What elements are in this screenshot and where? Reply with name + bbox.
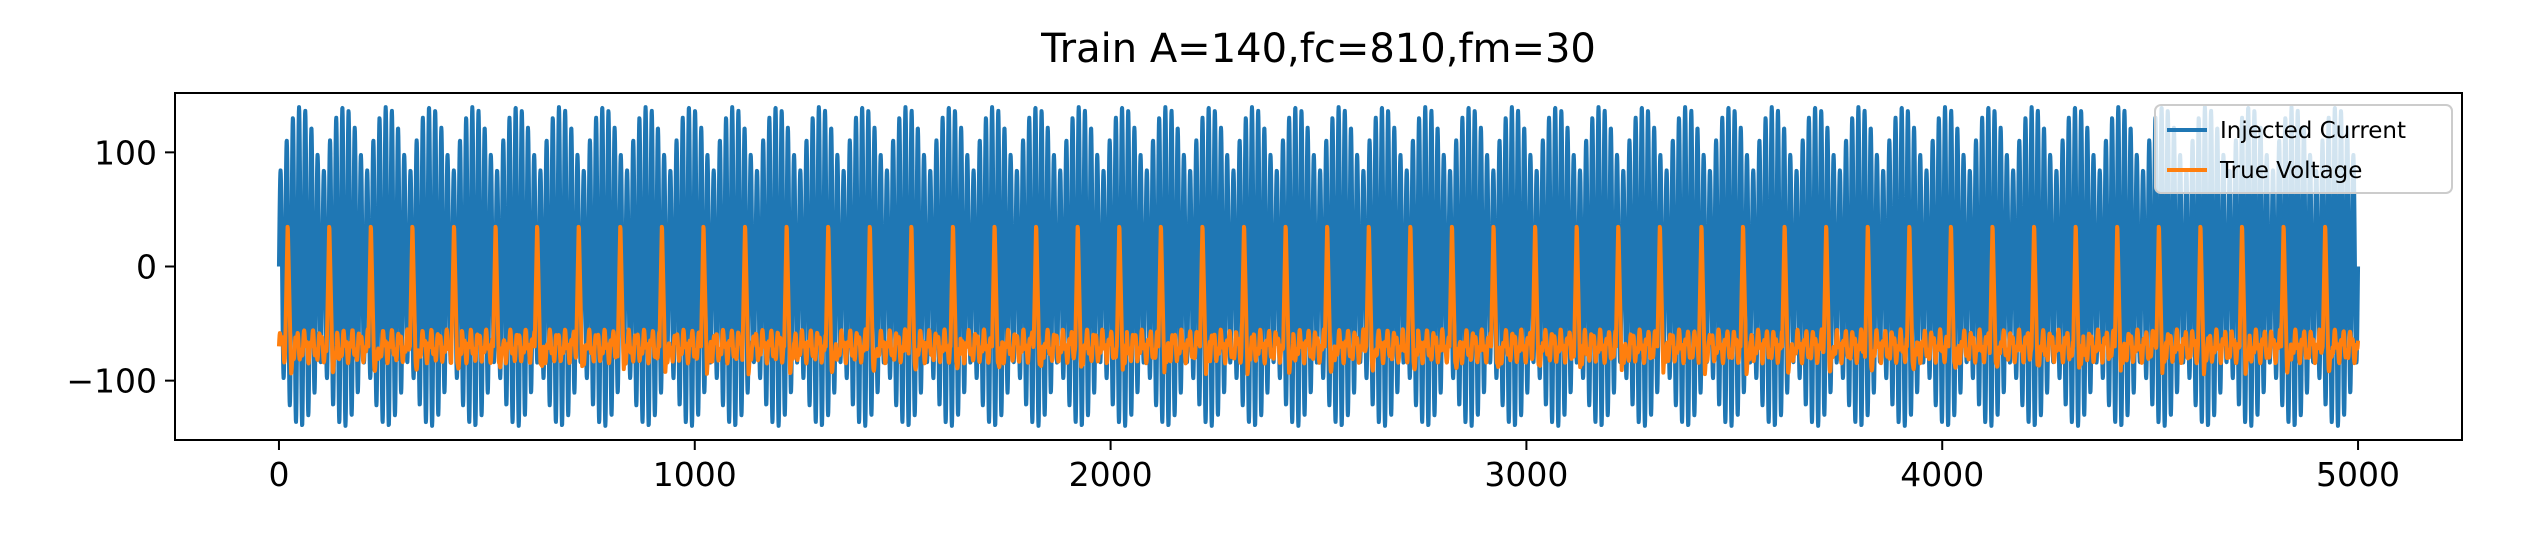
x-tick-label: 2000 [1069,455,1153,494]
y-tick-label: −100 [66,362,157,401]
x-tick-label: 3000 [1484,455,1568,494]
x-tick-label: 0 [268,455,289,494]
legend-box [2154,104,2453,194]
y-axis: −100 0 100 [66,133,175,401]
x-tick-label: 5000 [2316,455,2400,494]
series-line-true-voltage [276,224,2361,377]
y-tick-label: 0 [136,248,157,287]
x-axis: 0 1000 2000 3000 4000 5000 [268,440,2400,494]
legend: Injected Current True Voltage [2154,104,2453,194]
legend-label: Injected Current [2220,118,2406,144]
x-tick-label: 1000 [653,455,737,494]
x-tick-label: 4000 [1900,455,1984,494]
y-tick-label: 100 [94,133,157,172]
series-layer [276,105,2361,428]
series-line-injected-current [276,105,2361,428]
chart-title: Train A=140,fc=810,fm=30 [1040,26,1596,72]
legend-label: True Voltage [2219,158,2362,184]
